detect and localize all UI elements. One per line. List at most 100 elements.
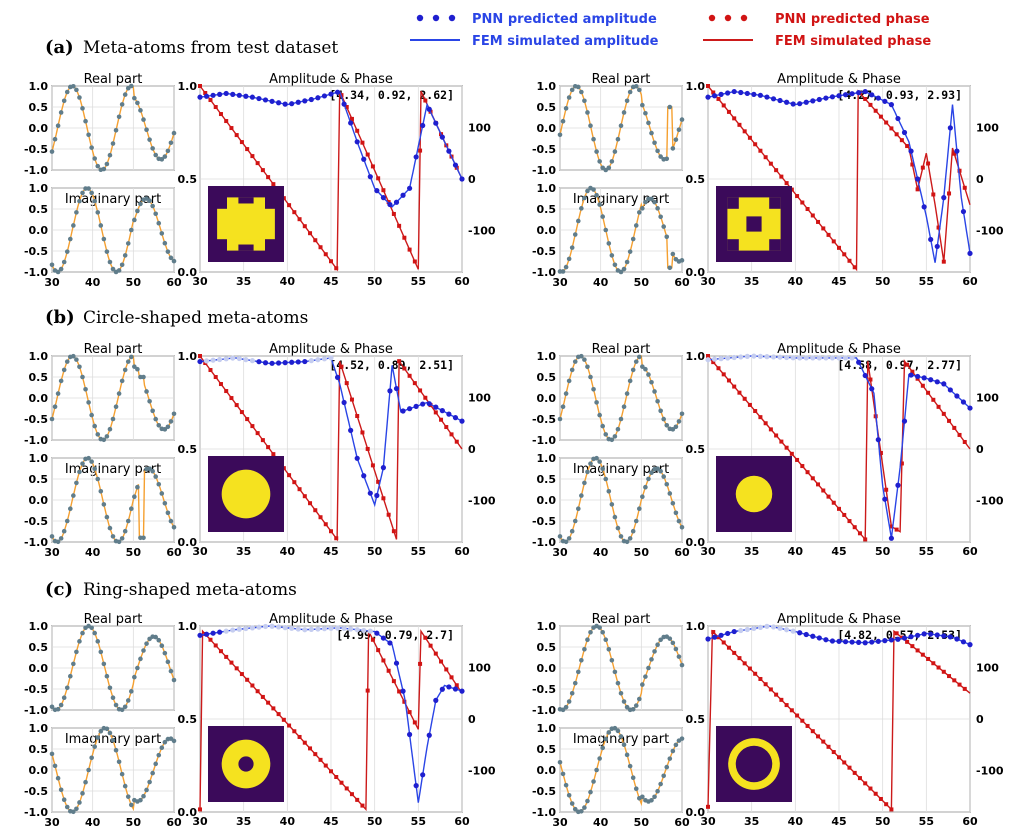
x-tick-label: 30 [552, 816, 568, 827]
y-tick-label: -0.5 [24, 515, 48, 528]
phase-pred-point [889, 524, 894, 529]
amp-pred-point [400, 408, 406, 414]
real-pred-point [655, 642, 660, 648]
real-pred-point [652, 649, 657, 654]
imag-pred-point [655, 788, 660, 794]
real-pred-point [89, 145, 94, 150]
phase-pred-point [271, 706, 276, 711]
phase-pred-point [234, 403, 239, 408]
phase-pred-point [198, 807, 202, 812]
y-tick-label: 1.0 [29, 182, 49, 195]
y-tick-label: 0.5 [537, 743, 557, 756]
amp-pred-point [243, 93, 249, 99]
phase-pred-point [229, 396, 234, 401]
amp-pred-point [302, 98, 308, 104]
inset-hash-hole [746, 216, 762, 232]
real-pred-point [597, 159, 602, 164]
phase-pred-point [732, 384, 737, 389]
real-pred-point [171, 677, 177, 683]
amp-pred-point [380, 465, 386, 471]
x-tick-label: 40 [788, 815, 804, 827]
phase-fem-line [707, 85, 971, 272]
phase-pred-point [292, 480, 297, 485]
phase-pred-point [302, 494, 307, 499]
phase-pred-point [857, 531, 862, 536]
amp-pred-point [849, 355, 855, 361]
y-tick-label: 0.0 [537, 224, 557, 237]
imag-pred-point [563, 264, 569, 270]
phase-pred-point [826, 494, 831, 499]
phase-pred-point [878, 451, 883, 456]
imag-pred-point [582, 195, 587, 201]
legend-amp-fem-label: FEM simulated amplitude [472, 34, 659, 49]
phase-pred-point [779, 439, 784, 444]
imag-pred-point [591, 187, 596, 192]
x-tick-label: 40 [788, 545, 804, 558]
amp-pred-point [901, 418, 908, 424]
imag-pred-point [627, 763, 633, 769]
phase-pred-point [444, 425, 449, 430]
phase-pred-point [250, 424, 255, 429]
amp-pred-point [308, 626, 314, 632]
imag-pred-point [661, 224, 666, 229]
real-pred-point [138, 108, 143, 113]
phase-pred-point [292, 729, 297, 734]
phase-pred-point [742, 129, 747, 134]
imag-pred-point [600, 466, 605, 472]
legend-phase-pred: PNN predicted phase [708, 12, 930, 27]
imag-pred-point [153, 211, 158, 217]
real-pred-point [55, 706, 61, 712]
imag-pred-point [129, 802, 134, 808]
x-tick-label: 60 [166, 816, 182, 827]
x-tick-label: 35 [236, 545, 251, 558]
phase-pred-point [255, 689, 260, 694]
y-tick-label: 0.5 [29, 203, 49, 216]
real-pred-point [585, 637, 590, 643]
phase-pred-point [376, 479, 381, 484]
amp-pred-point [711, 356, 718, 362]
real-pred-point [80, 106, 85, 111]
real-pred-point [615, 426, 621, 432]
amp-pred-point [217, 629, 223, 635]
y-tick-label: 1.0 [29, 722, 49, 735]
real-pred-point [670, 427, 676, 432]
y-tick-label: 0.0 [537, 392, 557, 405]
phase-pred-point [344, 105, 349, 110]
phase-pred-point [863, 97, 868, 102]
phase-tick-label: -100 [976, 765, 1004, 778]
imag-pred-point [61, 528, 67, 534]
amp-pred-point [829, 355, 836, 361]
legend-phase-pred-dot [724, 14, 732, 22]
section-a-label: Meta-atoms from test dataset [83, 38, 338, 58]
x-tick-label: 60 [962, 275, 978, 288]
imag-pred-point [116, 268, 122, 273]
real-part-title: Real part [84, 72, 143, 87]
real-pred-point [125, 698, 131, 703]
amp-pred-point [361, 473, 367, 479]
phase-pred-point [753, 671, 758, 676]
x-tick-label: 60 [962, 545, 978, 558]
amp-pred-point [856, 90, 862, 96]
x-tick-label: 30 [192, 815, 208, 827]
imag-pred-point [603, 227, 609, 233]
amp-pred-point [888, 637, 895, 643]
real-pred-point [624, 98, 630, 104]
legend-amp-pred-dot [416, 14, 424, 22]
phase-pred-point [842, 760, 847, 765]
real-pred-point [74, 357, 79, 362]
phase-pred-point [313, 238, 318, 243]
imag-pred-point [658, 781, 663, 787]
real-pred-point [618, 123, 624, 129]
phase-pred-point [224, 119, 229, 124]
real-pred-point [606, 165, 612, 171]
section-b-heading: (b) Circle-shaped meta-atoms [45, 307, 308, 328]
y-tick-label: 0.0 [29, 494, 49, 507]
phase-pred-point [245, 147, 250, 152]
phase-pred-point [795, 713, 800, 718]
phase-pred-point [271, 452, 276, 457]
amp-pred-point [915, 176, 921, 182]
meta-atom-inset [716, 726, 792, 802]
amp-pred-point [321, 93, 328, 99]
amp-pred-point [426, 106, 432, 112]
y-tick-label: -1.0 [532, 266, 556, 279]
